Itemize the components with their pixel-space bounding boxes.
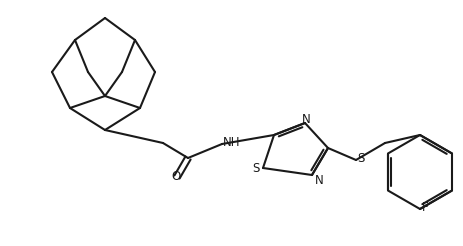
Text: S: S bbox=[356, 153, 363, 166]
Text: F: F bbox=[421, 201, 428, 215]
Text: S: S bbox=[252, 162, 259, 174]
Text: O: O bbox=[171, 169, 180, 183]
Text: N: N bbox=[301, 113, 310, 126]
Text: N: N bbox=[314, 174, 323, 187]
Text: NH: NH bbox=[223, 137, 240, 150]
